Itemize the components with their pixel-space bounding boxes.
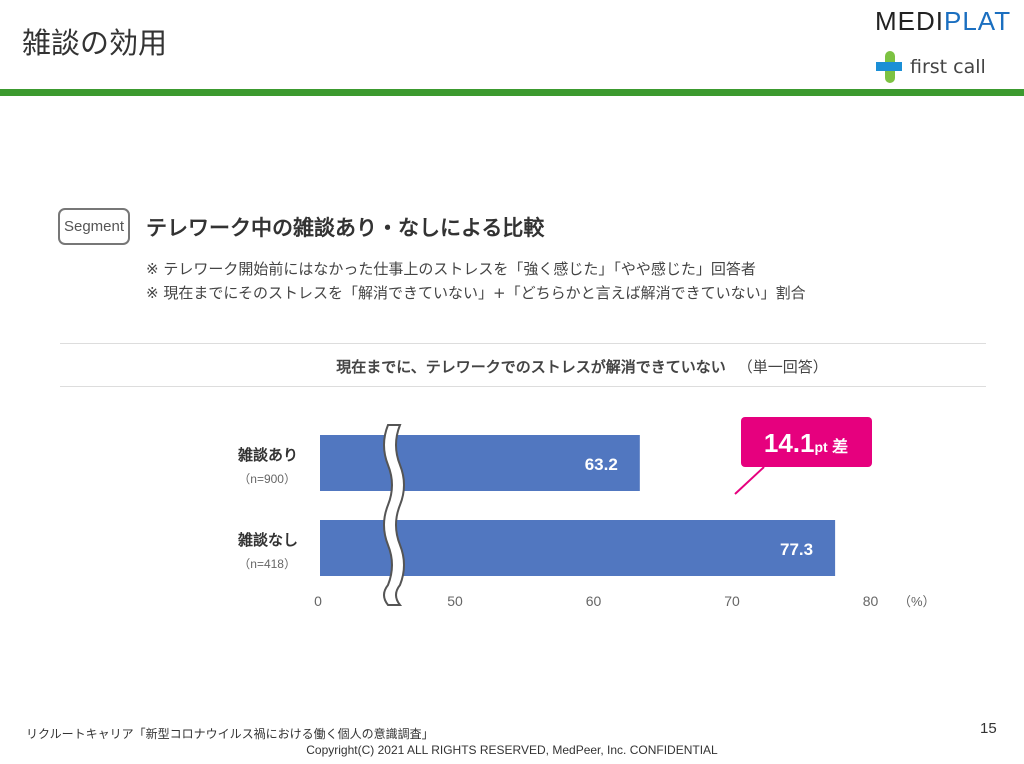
segment-badge: Segment	[58, 208, 130, 245]
x-tick-label: 0	[314, 593, 322, 609]
divider	[60, 343, 986, 344]
page-number: 15	[980, 720, 997, 737]
divider	[60, 386, 986, 387]
logo-text-a: MEDI	[875, 6, 944, 36]
logo-text-b: PLAT	[944, 6, 1012, 36]
x-tick-label: 50	[447, 593, 463, 609]
header: 雑談の効用 MEDIPLAT first call	[0, 0, 1024, 90]
copyright: Copyright(C) 2021 ALL RIGHTS RESERVED, M…	[306, 743, 718, 757]
logo-sub-text: first call	[910, 56, 986, 78]
mediplat-logo: MEDIPLAT	[875, 6, 1011, 37]
bar	[320, 520, 836, 576]
x-tick-label: 60	[586, 593, 602, 609]
segment-heading: テレワーク中の雑談あり・なしによる比較	[146, 216, 545, 240]
plus-icon	[876, 51, 902, 83]
bar-value-label: 77.3	[780, 540, 813, 559]
chart-title-text: 現在までに、テレワークでのストレスが解消できていない	[336, 358, 726, 376]
callout-box	[741, 417, 872, 467]
page-title: 雑談の効用	[22, 26, 168, 60]
note-1: ※ テレワーク開始前にはなかった仕事上のストレスを「強く感じた」「やや感じた」回…	[146, 260, 756, 278]
sample-size-label: （n=900）	[238, 472, 296, 486]
header-divider	[0, 89, 1024, 96]
chart-title-note: （単一回答）	[737, 358, 828, 376]
unit-label: （%）	[898, 594, 936, 609]
category-label: 雑談なし	[237, 531, 298, 549]
x-tick-label: 70	[724, 593, 740, 609]
category-label: 雑談あり	[237, 446, 298, 464]
bar	[320, 435, 640, 491]
chart-title: 現在までに、テレワークでのストレスが解消できていない （単一回答）	[0, 356, 1024, 377]
x-tick-label: 80	[863, 593, 879, 609]
source-note: リクルートキャリア「新型コロナウイルス禍における働く個人の意識調査」	[26, 727, 434, 741]
bar-value-label: 63.2	[585, 455, 618, 474]
callout-text: 14.1pt 差	[764, 428, 848, 458]
first-call-logo: first call	[876, 50, 986, 84]
callout-pointer	[734, 466, 765, 495]
axis-break	[383, 424, 405, 606]
sample-size-label: （n=418）	[238, 557, 296, 571]
note-2: ※ 現在までにそのストレスを「解消できていない」+「どちらかと言えば解消できてい…	[146, 284, 806, 302]
